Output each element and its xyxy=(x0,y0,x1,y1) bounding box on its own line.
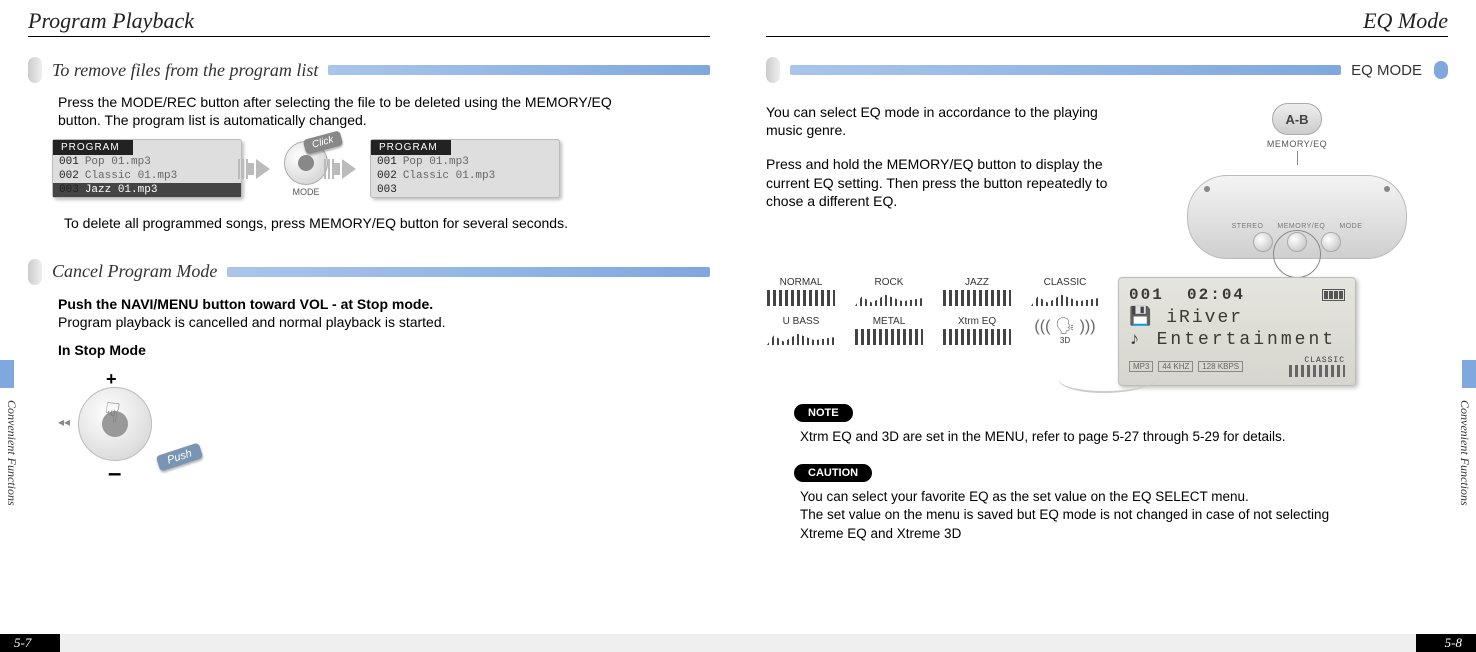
eq-preset: CLASSIC xyxy=(1030,277,1100,306)
program-row: 003 xyxy=(371,183,559,197)
section-cancel-program: Cancel Program Mode xyxy=(28,259,710,285)
eq-preset-row: NORMAL ROCK JAZZ CLASSIC U BASS METAL Xt… xyxy=(766,277,1448,386)
section-heading: Cancel Program Mode xyxy=(52,261,227,282)
side-label-left: Convenient Functions xyxy=(4,400,19,506)
lcd-display: 001 02:04 💾 iRiver ♪ Entertainment MP3 4… xyxy=(1118,277,1356,386)
eq-intro-2: Press and hold the MEMORY/EQ button to d… xyxy=(766,155,1126,210)
page-number-left: 5-7 xyxy=(14,635,31,651)
caution-pill: CAUTION xyxy=(794,464,872,482)
pointer-line xyxy=(1297,151,1298,165)
section-heading: To remove files from the program list xyxy=(52,60,328,81)
side-accent xyxy=(1462,360,1476,388)
note-icon: ♪ xyxy=(1129,330,1143,350)
mode-button-figure: MODE Click xyxy=(284,141,328,197)
highlight-ring-icon xyxy=(1273,230,1321,278)
footer-right: 5-8 xyxy=(738,634,1476,652)
battery-icon xyxy=(1322,289,1345,301)
page-right: Convenient Functions EQ Mode EQ MODE You… xyxy=(738,0,1476,652)
program-row: 001Pop 01.mp3 xyxy=(53,155,241,169)
note-text: Xtrm EQ and 3D are set in the MENU, refe… xyxy=(800,428,1360,446)
eq-intro-text: You can select EQ mode in accordance to … xyxy=(766,103,1126,259)
section-bullet xyxy=(766,57,780,83)
device-btn-label: MEMORY/EQ xyxy=(1277,223,1325,230)
mode-label: MODE xyxy=(284,187,328,197)
section-eq-mode: EQ MODE xyxy=(766,57,1448,83)
lcd-title: Entertainment xyxy=(1157,330,1336,350)
section-bar xyxy=(790,65,1341,75)
section-bullet xyxy=(28,259,42,285)
eq-preset: U BASS xyxy=(766,316,836,345)
cancel-line2: Program playback is cancelled and normal… xyxy=(58,313,618,331)
section-bar xyxy=(227,267,710,277)
stop-mode-label: In Stop Mode xyxy=(58,341,618,359)
side-accent xyxy=(0,360,14,388)
minus-icon: – xyxy=(108,469,121,479)
ab-caption: MEMORY/EQ xyxy=(1146,139,1448,149)
section-heading: EQ MODE xyxy=(1341,62,1428,79)
eq-intro-1: You can select EQ mode in accordance to … xyxy=(766,103,1126,139)
section1-note: To delete all programmed songs, press ME… xyxy=(64,214,624,232)
eq-3d-icon: ((( 🗣 )))3D xyxy=(1030,316,1100,345)
side-label-right: Convenient Functions xyxy=(1457,400,1472,506)
eq-preset: NORMAL xyxy=(766,277,836,306)
program-row: 001Pop 01.mp3 xyxy=(371,155,559,169)
page-left: Convenient Functions Program Playback To… xyxy=(0,0,738,652)
section-bullet xyxy=(28,57,42,83)
lcd-chip: 128 KBPS xyxy=(1198,361,1243,372)
eq-preset: ROCK xyxy=(854,277,924,306)
section1-body: Press the MODE/REC button after selectin… xyxy=(58,93,618,129)
lcd-artist: iRiver xyxy=(1166,308,1243,328)
note-pill: NOTE xyxy=(794,404,853,422)
eq-intro-row: You can select EQ mode in accordance to … xyxy=(766,103,1448,259)
device-figure: A-B MEMORY/EQ STEREO MEMORY/EQ MODE xyxy=(1146,103,1448,259)
device-body-icon: STEREO MEMORY/EQ MODE xyxy=(1187,175,1407,259)
program-header: PROGRAM xyxy=(371,140,451,155)
eq-preset-grid: NORMAL ROCK JAZZ CLASSIC U BASS METAL Xt… xyxy=(766,277,1100,345)
program-header: PROGRAM xyxy=(53,140,133,155)
device-btn-label: STEREO xyxy=(1232,223,1264,230)
cancel-line1: Push the NAVI/MENU button toward VOL - a… xyxy=(58,295,618,313)
program-list-before: PROGRAM 001Pop 01.mp3 002Classic 01.mp3 … xyxy=(52,139,242,198)
section-bar xyxy=(328,65,710,75)
device-btn-label: MODE xyxy=(1339,223,1362,230)
program-row: 002Classic 01.mp3 xyxy=(371,169,559,183)
ab-button-icon: A-B xyxy=(1272,103,1322,135)
disk-icon: 💾 xyxy=(1129,308,1153,328)
swoosh-icon xyxy=(1054,363,1165,393)
program-row: 002Classic 01.mp3 xyxy=(53,169,241,183)
stop-mode-figure: + ☟ ◂◂ – Push xyxy=(58,369,198,479)
arrow-icon xyxy=(342,159,356,179)
section-end-bullet xyxy=(1434,61,1448,79)
footer-left: 5-7 xyxy=(0,634,738,652)
page-title-left: Program Playback xyxy=(28,8,710,37)
page-title-right: EQ Mode xyxy=(766,8,1448,37)
lcd-eq-indicator: CLASSIC xyxy=(1289,356,1345,377)
prev-icon: ◂◂ xyxy=(58,415,70,429)
arrow-icon xyxy=(256,159,270,179)
eq-preset: Xtrm EQ xyxy=(942,316,1012,345)
program-row-selected: 003Jazz 01.mp3 xyxy=(53,183,241,197)
section-remove-files: To remove files from the program list xyxy=(28,57,710,83)
page-number-right: 5-8 xyxy=(1445,635,1462,651)
program-figure: PROGRAM 001Pop 01.mp3 002Classic 01.mp3 … xyxy=(52,139,710,198)
lcd-track: 001 xyxy=(1129,286,1164,304)
eq-preset: METAL xyxy=(854,316,924,345)
program-list-after: PROGRAM 001Pop 01.mp3 002Classic 01.mp3 … xyxy=(370,139,560,198)
caution-text: You can select your favorite EQ as the s… xyxy=(800,488,1360,543)
push-badge: Push xyxy=(156,443,204,472)
eq-preset: JAZZ xyxy=(942,277,1012,306)
lcd-time: 02:04 xyxy=(1187,286,1245,304)
